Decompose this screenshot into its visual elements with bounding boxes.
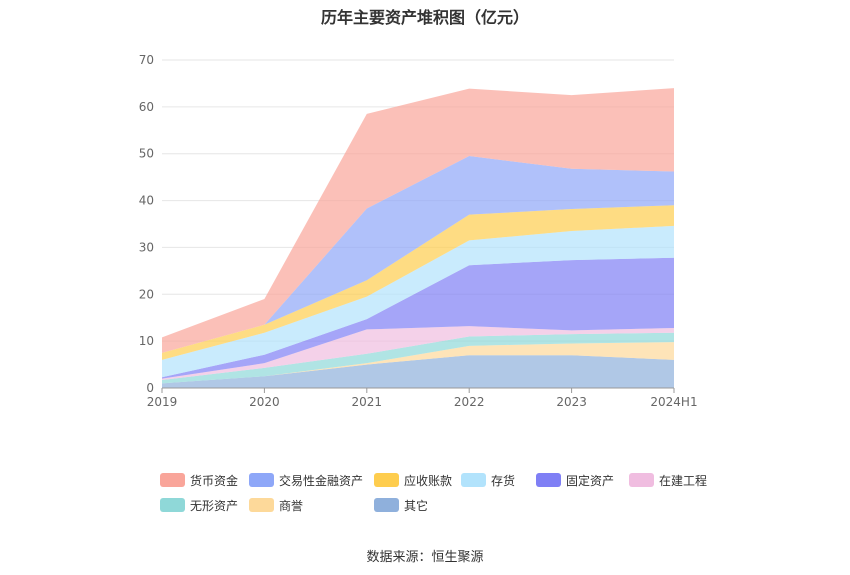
legend-label: 其它: [404, 498, 429, 513]
legend-item[interactable]: 存货: [461, 472, 515, 488]
y-tick-label: 40: [139, 194, 154, 208]
area-series-3: [162, 326, 674, 381]
legend-item[interactable]: 应收账款: [374, 472, 452, 488]
legend-swatch: [374, 498, 399, 512]
legend-swatch: [536, 473, 561, 487]
area-series-5: [162, 225, 674, 378]
y-tick-label: 0: [146, 381, 154, 395]
y-tick-label: 30: [139, 240, 154, 254]
chart-title: 历年主要资产堆积图（亿元）: [320, 8, 529, 27]
legend-item[interactable]: 在建工程: [629, 472, 707, 488]
legend-item[interactable]: 货币资金: [160, 472, 238, 488]
legend-label: 固定资产: [566, 473, 615, 488]
legend-label: 商誉: [279, 498, 304, 513]
area-series-4: [162, 257, 674, 379]
x-tick-label: 2024H1: [650, 395, 697, 409]
area-series-1: [162, 342, 674, 384]
legend-label: 交易性金融资产: [279, 473, 364, 488]
legend-item[interactable]: 商誉: [249, 497, 303, 513]
legend-item[interactable]: 固定资产: [536, 472, 614, 488]
legend-swatch: [461, 473, 486, 487]
legend-label: 货币资金: [190, 473, 239, 488]
legend-swatch: [160, 498, 185, 512]
legend-label: 无形资产: [190, 498, 239, 513]
area-series-8: [162, 88, 674, 353]
area-series-7: [162, 156, 674, 353]
legend-label: 在建工程: [659, 473, 708, 488]
x-tick-label: 2022: [454, 395, 485, 409]
x-tick-label: 2023: [556, 395, 587, 409]
legend-item[interactable]: 无形资产: [160, 497, 238, 513]
legend-label: 应收账款: [404, 473, 453, 488]
legend-item[interactable]: 交易性金融资产: [249, 472, 363, 488]
data-source: 数据来源：恒生聚源: [366, 550, 484, 565]
legend-swatch: [374, 473, 399, 487]
legend-swatch: [160, 473, 185, 487]
area-series-0: [162, 355, 674, 388]
y-tick-label: 70: [139, 53, 154, 67]
y-tick-label: 60: [139, 100, 154, 114]
legend-swatch: [249, 473, 274, 487]
legend-swatch: [249, 498, 274, 512]
area-series-6: [162, 205, 674, 360]
legend-label: 存货: [491, 473, 516, 488]
x-tick-label: 2020: [249, 395, 280, 409]
legend-item[interactable]: 其它: [374, 497, 428, 513]
legend-swatch: [629, 473, 654, 487]
y-tick-label: 10: [139, 334, 154, 348]
x-tick-label: 2019: [147, 395, 178, 409]
x-tick-label: 2021: [352, 395, 383, 409]
y-tick-label: 20: [139, 287, 154, 301]
area-series-2: [162, 332, 674, 384]
y-tick-label: 50: [139, 147, 154, 161]
